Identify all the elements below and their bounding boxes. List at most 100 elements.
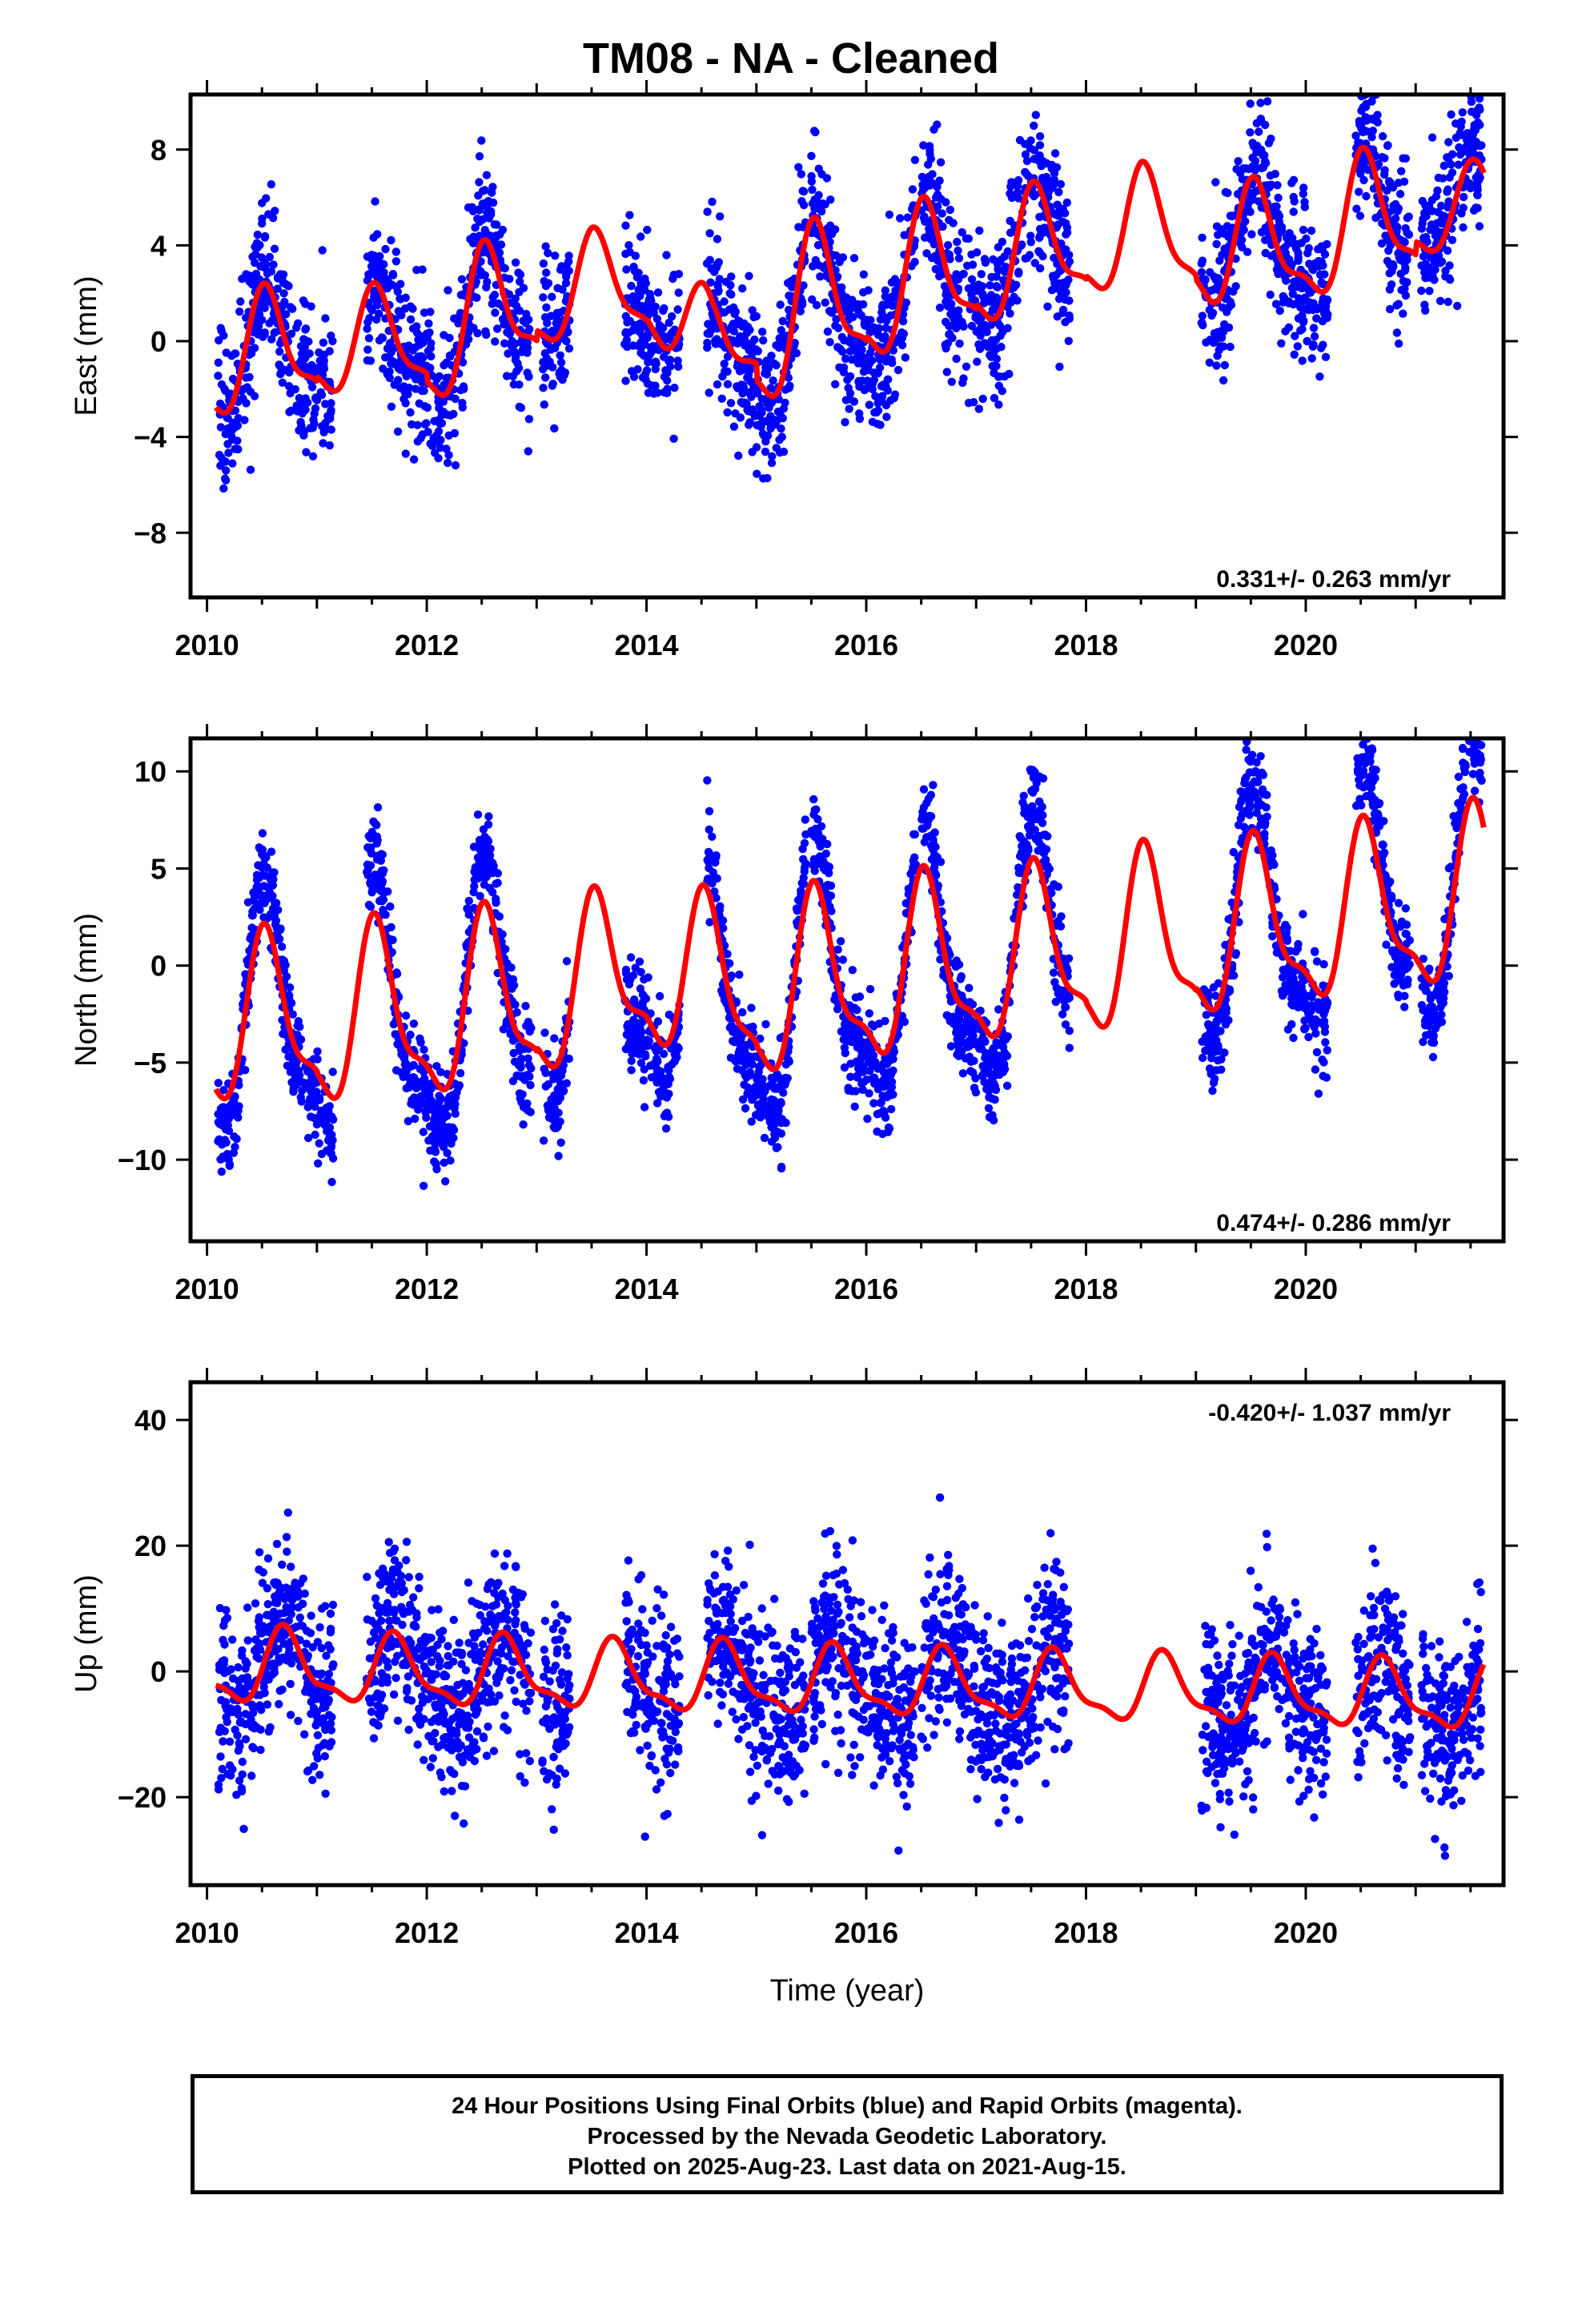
data-point <box>842 301 852 310</box>
data-point <box>372 832 381 841</box>
data-point <box>974 404 984 413</box>
data-point <box>1303 336 1311 346</box>
data-point <box>757 1091 766 1100</box>
data-point <box>391 247 400 256</box>
data-point <box>1310 332 1319 341</box>
data-point <box>1003 324 1012 332</box>
data-point <box>306 1068 315 1077</box>
data-point <box>917 172 927 182</box>
data-point <box>444 286 452 295</box>
data-point <box>550 424 559 433</box>
data-point <box>247 931 256 940</box>
data-point <box>761 437 770 446</box>
data-point <box>440 1108 449 1118</box>
data-point <box>488 293 497 302</box>
data-point <box>511 258 520 267</box>
data-point <box>1394 249 1403 258</box>
data-point <box>727 290 736 299</box>
data-point <box>786 276 796 286</box>
data-point <box>366 861 375 870</box>
data-point <box>492 899 500 907</box>
data-point <box>540 349 549 358</box>
data-point <box>843 376 852 384</box>
data-point <box>793 907 801 915</box>
data-point <box>564 344 574 353</box>
data-point <box>1064 336 1074 345</box>
data-point <box>302 448 311 456</box>
data-point <box>406 1031 415 1039</box>
data-point <box>1298 324 1307 334</box>
data-point <box>921 233 930 242</box>
data-point <box>1424 201 1434 211</box>
data-point <box>387 402 396 411</box>
data-point <box>813 240 823 250</box>
data-point <box>1217 333 1227 342</box>
data-point <box>427 339 436 348</box>
data-point <box>294 319 303 328</box>
data-point <box>644 298 653 308</box>
data-point <box>712 894 721 903</box>
data-point <box>978 394 987 404</box>
data-point <box>910 155 920 164</box>
data-point <box>311 1130 319 1140</box>
data-point <box>314 1159 323 1168</box>
data-point <box>1303 249 1312 258</box>
data-point <box>1030 121 1038 131</box>
data-point <box>294 1017 303 1026</box>
data-point <box>910 830 920 839</box>
data-point <box>260 330 269 339</box>
data-point <box>808 295 817 304</box>
data-point <box>455 1081 464 1090</box>
data-point <box>729 422 739 431</box>
data-point <box>1021 167 1030 177</box>
data-point <box>400 388 409 396</box>
data-point <box>708 832 717 842</box>
data-point <box>1050 175 1059 184</box>
data-point <box>869 1076 878 1084</box>
data-point <box>541 242 550 251</box>
data-point <box>882 316 891 325</box>
data-point <box>946 205 955 215</box>
data-point <box>525 324 534 334</box>
data-point <box>1022 156 1032 166</box>
data-point <box>214 1079 223 1088</box>
data-point <box>540 1028 549 1037</box>
data-point <box>219 484 228 493</box>
data-point <box>257 295 267 304</box>
data-point <box>556 351 564 360</box>
data-point <box>1319 340 1327 349</box>
data-point <box>472 293 481 302</box>
data-point <box>1356 120 1365 129</box>
data-point <box>713 380 722 389</box>
data-point <box>823 839 832 849</box>
data-point <box>910 853 919 862</box>
data-point <box>737 1066 746 1075</box>
data-point <box>797 890 805 899</box>
data-point <box>723 367 732 376</box>
data-point <box>524 447 532 456</box>
data-point <box>801 815 809 824</box>
data-point <box>1285 229 1294 238</box>
data-point <box>446 1156 455 1165</box>
data-point <box>267 267 275 276</box>
data-point <box>449 409 458 419</box>
data-point <box>952 270 961 279</box>
data-point <box>1431 265 1439 274</box>
data-point <box>937 195 946 203</box>
data-point <box>1047 286 1057 295</box>
data-point <box>527 1023 536 1032</box>
data-point <box>243 383 251 392</box>
data-point <box>826 881 836 891</box>
data-point <box>372 264 382 273</box>
data-point <box>1427 133 1437 142</box>
data-point <box>311 404 320 413</box>
data-point <box>738 284 747 293</box>
data-point <box>753 469 761 478</box>
data-point <box>520 1074 528 1084</box>
data-point <box>735 970 744 979</box>
data-point <box>444 451 453 460</box>
data-point <box>540 400 548 409</box>
data-point <box>638 1043 647 1051</box>
data-point <box>767 458 777 468</box>
x-tick-label: 2012 <box>395 629 459 661</box>
